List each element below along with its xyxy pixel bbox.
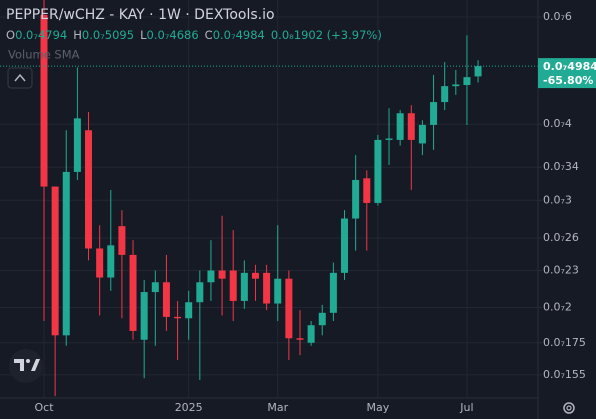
candle-body (274, 278, 282, 304)
x-tick-label: Oct (34, 401, 54, 414)
candle-body (151, 282, 159, 293)
candle-body (396, 113, 404, 140)
candle-body (329, 272, 337, 313)
ohlc-value: 0.0₇4984 (213, 28, 265, 42)
candle-body (463, 77, 471, 86)
indicator-label[interactable]: Volume SMA (8, 48, 80, 62)
y-tick-label: 0.0₇2 (543, 300, 572, 313)
candle-body (263, 272, 271, 304)
price-tag-label: -65.80% (543, 74, 593, 87)
ohlc-key: L (140, 28, 147, 42)
candle-body (162, 282, 170, 317)
candle-body (129, 254, 137, 331)
candle-body (418, 124, 426, 144)
chart-title: PEPPER/wCHZ - KAY · 1W · DEXTools.io (6, 7, 275, 23)
candle-body (341, 218, 349, 273)
candle-body (318, 312, 326, 326)
candle-body (407, 113, 415, 140)
candle-body (107, 245, 115, 278)
candle-body (352, 179, 360, 219)
x-tick-label: Jul (459, 401, 473, 414)
y-tick-label: 0.0₇23 (543, 264, 579, 277)
y-tick-label: 0.0₇155 (543, 368, 586, 381)
ohlc-value: 0.0₇4794 (15, 28, 67, 42)
x-tick-label: May (367, 401, 390, 414)
x-tick-label: 2025 (175, 401, 203, 414)
y-tick-label: 0.0₇175 (543, 336, 586, 349)
ohlc-legend: O0.0₇4794 H0.0₇5095 L0.0₇4686 C0.0₇4984 0.0₈… (6, 28, 382, 42)
candle-body (40, 14, 48, 187)
candle-body (96, 248, 104, 278)
candle-body (441, 86, 449, 103)
ohlc-value: 0.0₇4686 (146, 28, 198, 42)
candle-body (73, 118, 81, 172)
candle-body (363, 178, 371, 203)
ohlc-change: 0.0₈1902 (+3.97%) (271, 28, 382, 42)
candle-body (196, 282, 204, 303)
ohlc-value: 0.0₇5095 (82, 28, 134, 42)
candle-body (229, 270, 237, 301)
ohlc-key: H (73, 28, 82, 42)
candle-body (307, 325, 315, 343)
candle-body (474, 66, 482, 77)
y-tick-label: 0.0₇26 (543, 231, 579, 244)
candle-body (251, 272, 259, 279)
candle-body (207, 270, 215, 283)
y-tick-label: 0.0₇6 (543, 10, 572, 23)
candle-body (218, 270, 226, 279)
settings-button[interactable] (563, 402, 575, 414)
price-tag (538, 58, 596, 89)
candle-body (62, 171, 70, 336)
ohlc-key: O (6, 28, 15, 42)
candle-body (51, 186, 59, 336)
candle-body (174, 316, 182, 319)
labels: 0.0₇6 0.0₇4 0.0₇34 0.0₇3 0.0₇26 0.0₇23 0.0₇2 0.… (34, 10, 596, 414)
candle-body (185, 302, 193, 319)
y-tick-label: 0.0₇34 (543, 160, 579, 173)
candle-body (285, 278, 293, 339)
ohlc-key: C (205, 28, 213, 42)
candle-body (296, 338, 304, 340)
candle-body (240, 272, 248, 301)
candles (0, 0, 538, 397)
candle-body (430, 102, 438, 125)
y-tick-label: 0.0₇3 (543, 193, 572, 206)
price-tag-label: 0.0₇4984 (543, 60, 596, 73)
candle-body (452, 84, 460, 87)
candle-body (85, 130, 93, 249)
candle-body (118, 226, 126, 255)
y-tick-label: 0.0₇4 (543, 117, 572, 130)
x-tick-label: Mar (267, 401, 288, 414)
candle-body (374, 139, 382, 203)
candle-body (385, 138, 393, 140)
collapse-button[interactable] (7, 67, 33, 89)
tradingview-logo[interactable] (9, 349, 43, 383)
candle-body (140, 292, 148, 340)
